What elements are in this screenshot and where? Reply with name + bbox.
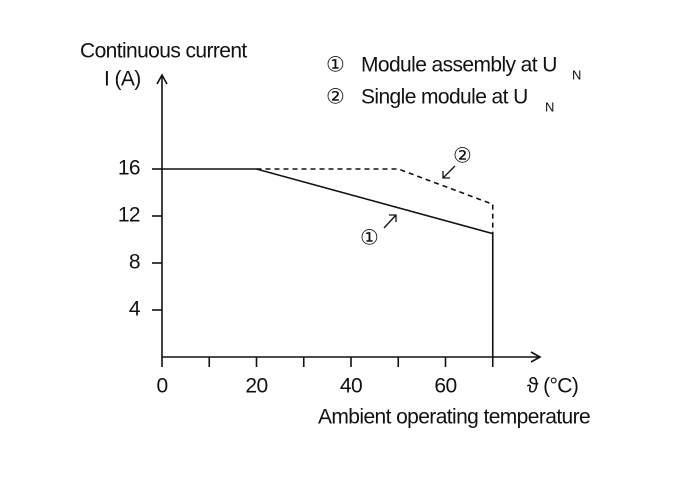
legend-marker: ② bbox=[326, 86, 344, 109]
legend-subscript: N bbox=[545, 99, 554, 114]
x-tick-label: 20 bbox=[245, 375, 267, 398]
callout-arrow bbox=[442, 165, 456, 179]
x-axis-label: Ambient operating temperature bbox=[318, 406, 590, 429]
y-axis-arrow bbox=[156, 73, 168, 85]
x-axis-arrow bbox=[530, 351, 542, 363]
callout-marker: ① bbox=[360, 227, 378, 250]
series-line bbox=[162, 168, 494, 357]
series-line bbox=[256, 168, 494, 234]
y-tick-label: 12 bbox=[118, 204, 140, 227]
y-axis-label: Continuous current bbox=[80, 40, 247, 63]
legend-marker: ① bbox=[326, 54, 344, 77]
x-tick-label: 0 bbox=[156, 375, 167, 398]
y-axis-label: I (A) bbox=[104, 68, 141, 91]
legend-label: Module assembly at U bbox=[361, 54, 557, 77]
legend-label: Single module at U bbox=[361, 86, 528, 109]
y-tick-label: 8 bbox=[129, 251, 140, 274]
x-tick-label: 40 bbox=[340, 375, 362, 398]
y-tick-label: 16 bbox=[118, 157, 140, 180]
x-tick-label: 60 bbox=[434, 375, 456, 398]
callout-arrow bbox=[383, 214, 397, 229]
legend-subscript: N bbox=[572, 67, 581, 82]
y-tick-label: 4 bbox=[129, 298, 141, 321]
x-axis-label: ϑ (°C) bbox=[527, 375, 578, 398]
callout-marker: ② bbox=[453, 145, 471, 168]
